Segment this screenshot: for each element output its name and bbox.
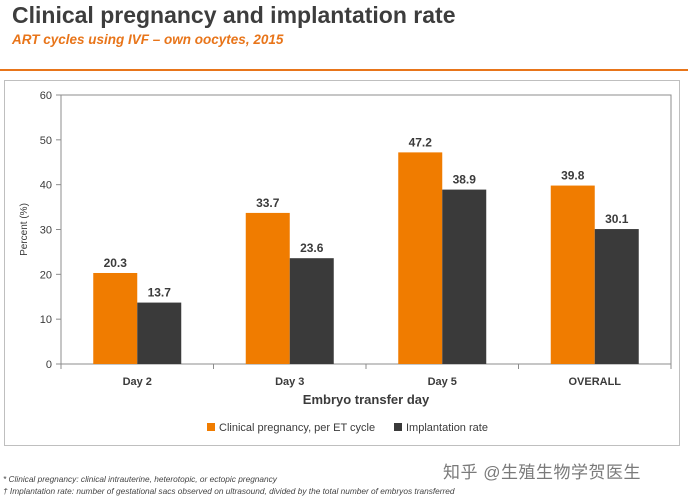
bar [550,185,595,364]
data-label: 20.3 [104,256,128,270]
legend-label: Clinical pregnancy, per ET cycle [219,422,375,434]
y-tick-label: 60 [40,90,52,102]
x-axis-label: Embryo transfer day [303,392,430,407]
y-tick-label: 50 [40,135,52,147]
bar [137,302,182,364]
y-tick-label: 20 [40,269,52,281]
footnote-implantation-rate: † Implantation rate: number of gestation… [3,486,455,496]
y-tick-label: 0 [46,359,52,371]
data-label: 38.9 [453,173,477,187]
bar-chart: 0 10 20 30 40 50 60 Percent (%) 20.3 13.7 Day 2 33.… [19,90,672,434]
chart-frame [4,80,680,446]
x-tick-label: OVERALL [568,376,621,388]
legend-swatch [207,423,215,431]
bar [594,229,639,364]
data-label: 39.8 [561,169,585,183]
footnote-clinical-pregnancy: * Clinical pregnancy: clinical intrauter… [3,474,277,484]
bar [289,258,334,364]
data-label: 33.7 [256,196,280,210]
y-tick-label: 40 [40,180,52,192]
x-tick-label: Day 3 [275,376,304,388]
bar [93,272,138,364]
x-tick-label: Day 2 [123,376,152,388]
title-divider [0,69,688,71]
legend-swatch [394,423,402,431]
x-tick-label: Day 5 [428,376,457,388]
chart-title: Clinical pregnancy and implantation rate [12,2,456,28]
legend-label: Implantation rate [406,422,488,434]
bar [398,152,443,364]
data-label: 13.7 [148,286,172,300]
data-label: 47.2 [409,135,433,149]
chart-subtitle: ART cycles using IVF – own oocytes, 2015 [12,32,284,47]
bar [245,212,290,364]
bar [442,189,487,364]
y-tick-label: 30 [40,225,52,237]
data-label: 23.6 [300,241,324,255]
data-label: 30.1 [605,212,629,226]
y-tick-label: 10 [40,314,52,326]
y-axis-label: Percent (%) [19,203,30,256]
watermark: 知乎 @生殖生物学贺医生 [443,463,641,482]
